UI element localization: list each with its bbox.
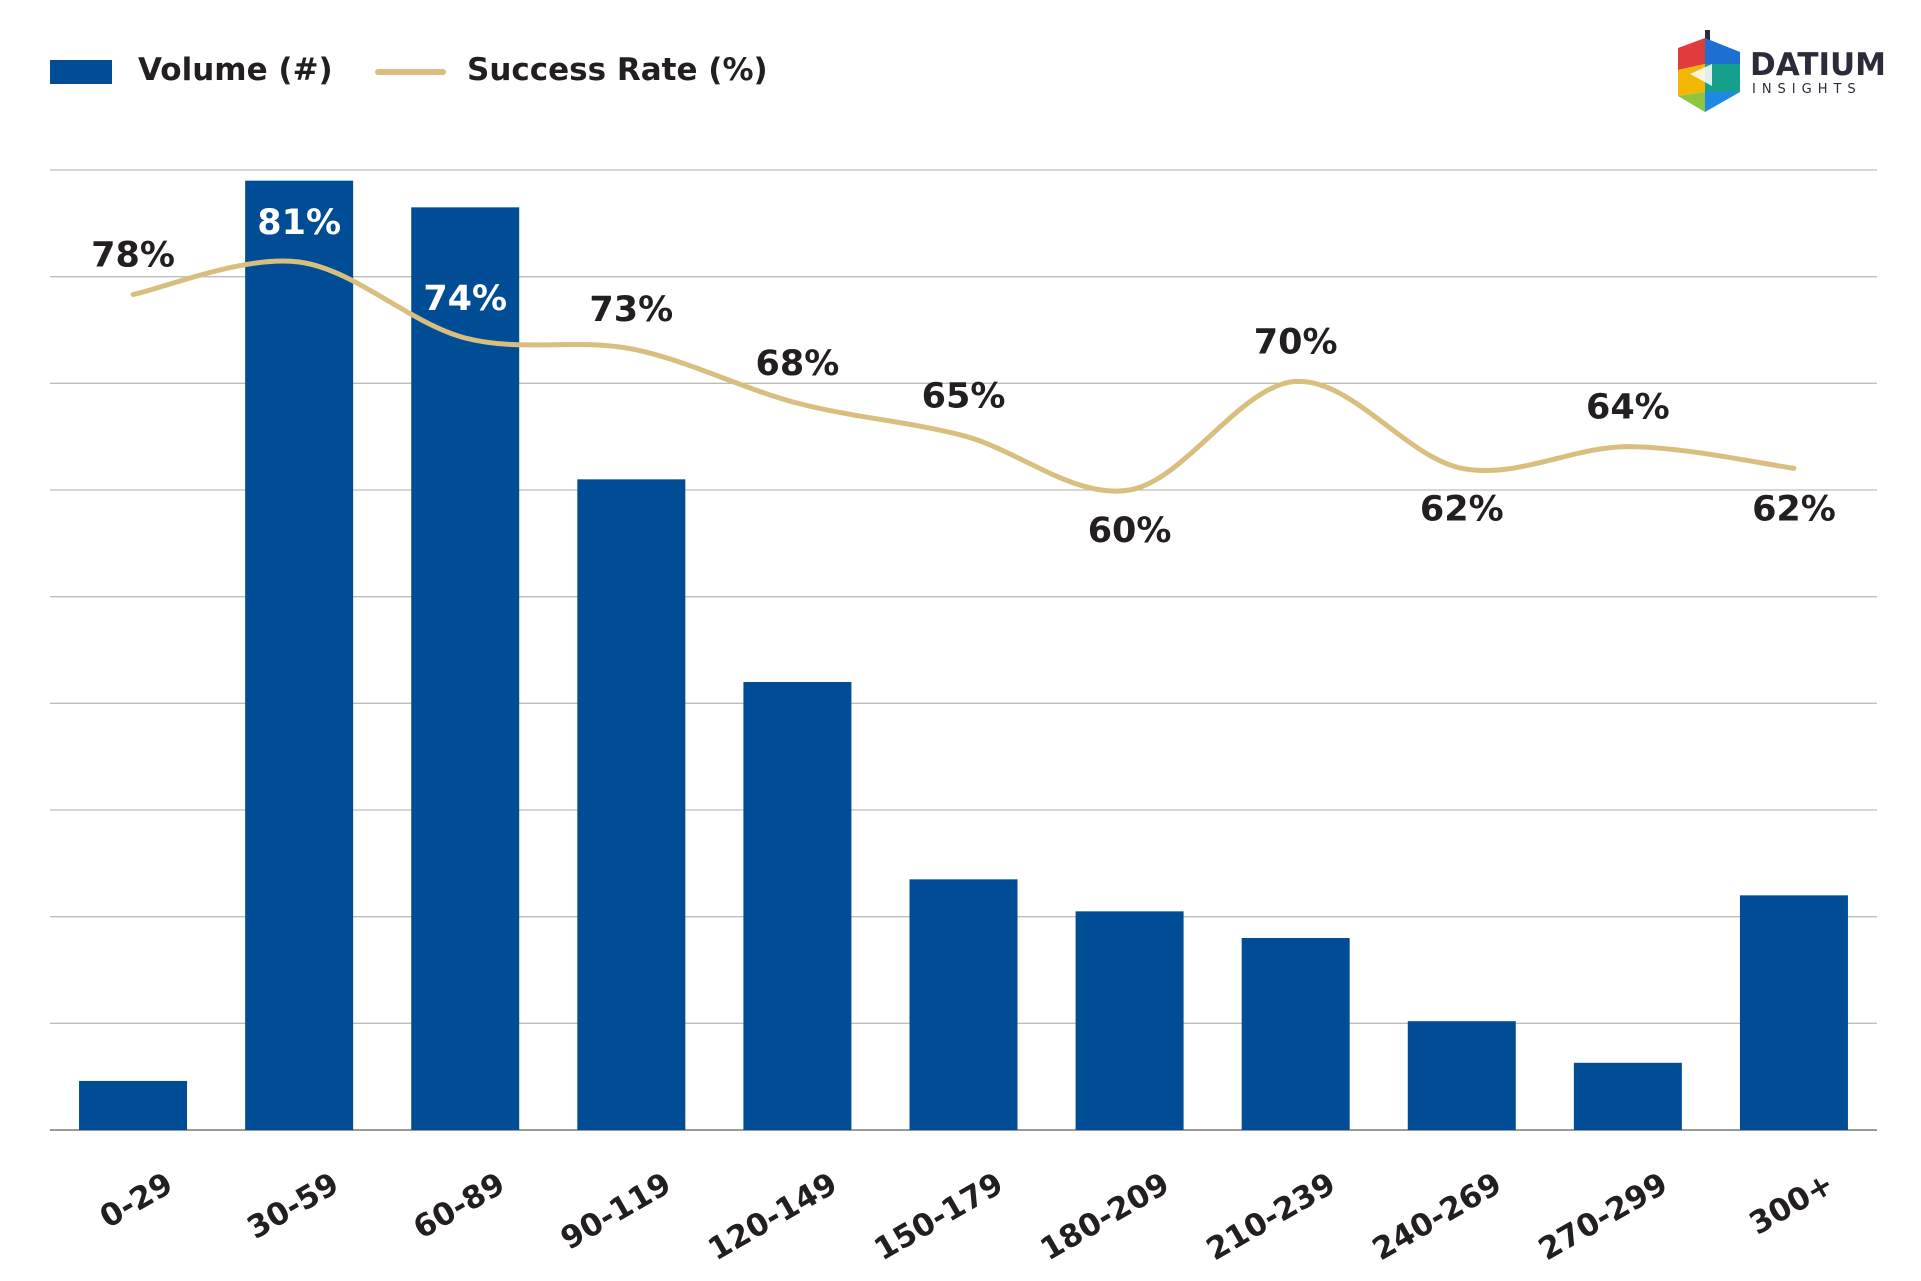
bar-300+ (1739, 895, 1848, 1130)
bar-60-89 (411, 207, 520, 1131)
x-tick-label: 30-59 (241, 1166, 345, 1247)
data-label-180-209: 60% (1088, 511, 1172, 551)
data-label-0-29: 78% (91, 236, 175, 276)
data-label-120-149: 68% (756, 344, 840, 384)
bar-0-29 (79, 1080, 188, 1130)
x-tick-label: 270-299 (1533, 1166, 1674, 1268)
x-tick-label: 90-119 (555, 1166, 678, 1258)
bar-30-59 (245, 180, 354, 1130)
data-label-270-299: 64% (1586, 388, 1670, 428)
x-axis-tick-labels: 0-29 30-59 60-89 90-119 120-149 150-179 180-20… (94, 1166, 1840, 1268)
data-labels: 78% 81% 74% 73% 68% 65% 60% 70% 62% 64% 62% (91, 203, 1836, 551)
bars (79, 180, 1848, 1131)
data-label-150-179: 65% (922, 377, 1006, 417)
x-tick-label: 120-149 (702, 1166, 843, 1268)
bar-240-269 (1407, 1021, 1516, 1130)
bar-180-209 (1075, 911, 1184, 1130)
x-tick-label: 210-239 (1200, 1166, 1341, 1268)
x-tick-label: 180-209 (1034, 1166, 1175, 1268)
datium-logo: DATIUM INSIGHTS (1678, 30, 1886, 112)
x-tick-label: 300+ (1743, 1166, 1840, 1243)
x-tick-label: 150-179 (868, 1166, 1009, 1268)
data-label-60-89: 74% (423, 279, 507, 319)
bar-120-149 (743, 682, 852, 1130)
legend-volume-label: Volume (#) (138, 52, 333, 88)
x-tick-label: 240-269 (1367, 1166, 1508, 1268)
data-label-210-239: 70% (1254, 322, 1338, 362)
success-rate-line (130, 258, 1797, 494)
legend: Volume (#) Success Rate (%) (50, 52, 768, 88)
data-label-300+: 62% (1752, 489, 1836, 529)
bar-90-119 (577, 479, 686, 1130)
bar-210-239 (1241, 938, 1350, 1130)
success-rate-series (130, 258, 1797, 494)
data-label-30-59: 81% (257, 203, 341, 243)
logo-cube-icon (1678, 30, 1740, 112)
logo-tagline: INSIGHTS (1752, 82, 1862, 97)
x-tick-label: 60-89 (407, 1166, 511, 1247)
data-label-240-269: 62% (1420, 489, 1504, 529)
x-tick-label: 0-29 (94, 1166, 179, 1236)
data-label-90-119: 73% (589, 290, 673, 330)
bar-150-179 (909, 879, 1018, 1130)
bar-270-299 (1573, 1062, 1682, 1130)
legend-volume-swatch (50, 60, 112, 84)
logo-wordmark: DATIUM (1750, 47, 1886, 83)
legend-success-rate-label: Success Rate (%) (467, 52, 768, 88)
